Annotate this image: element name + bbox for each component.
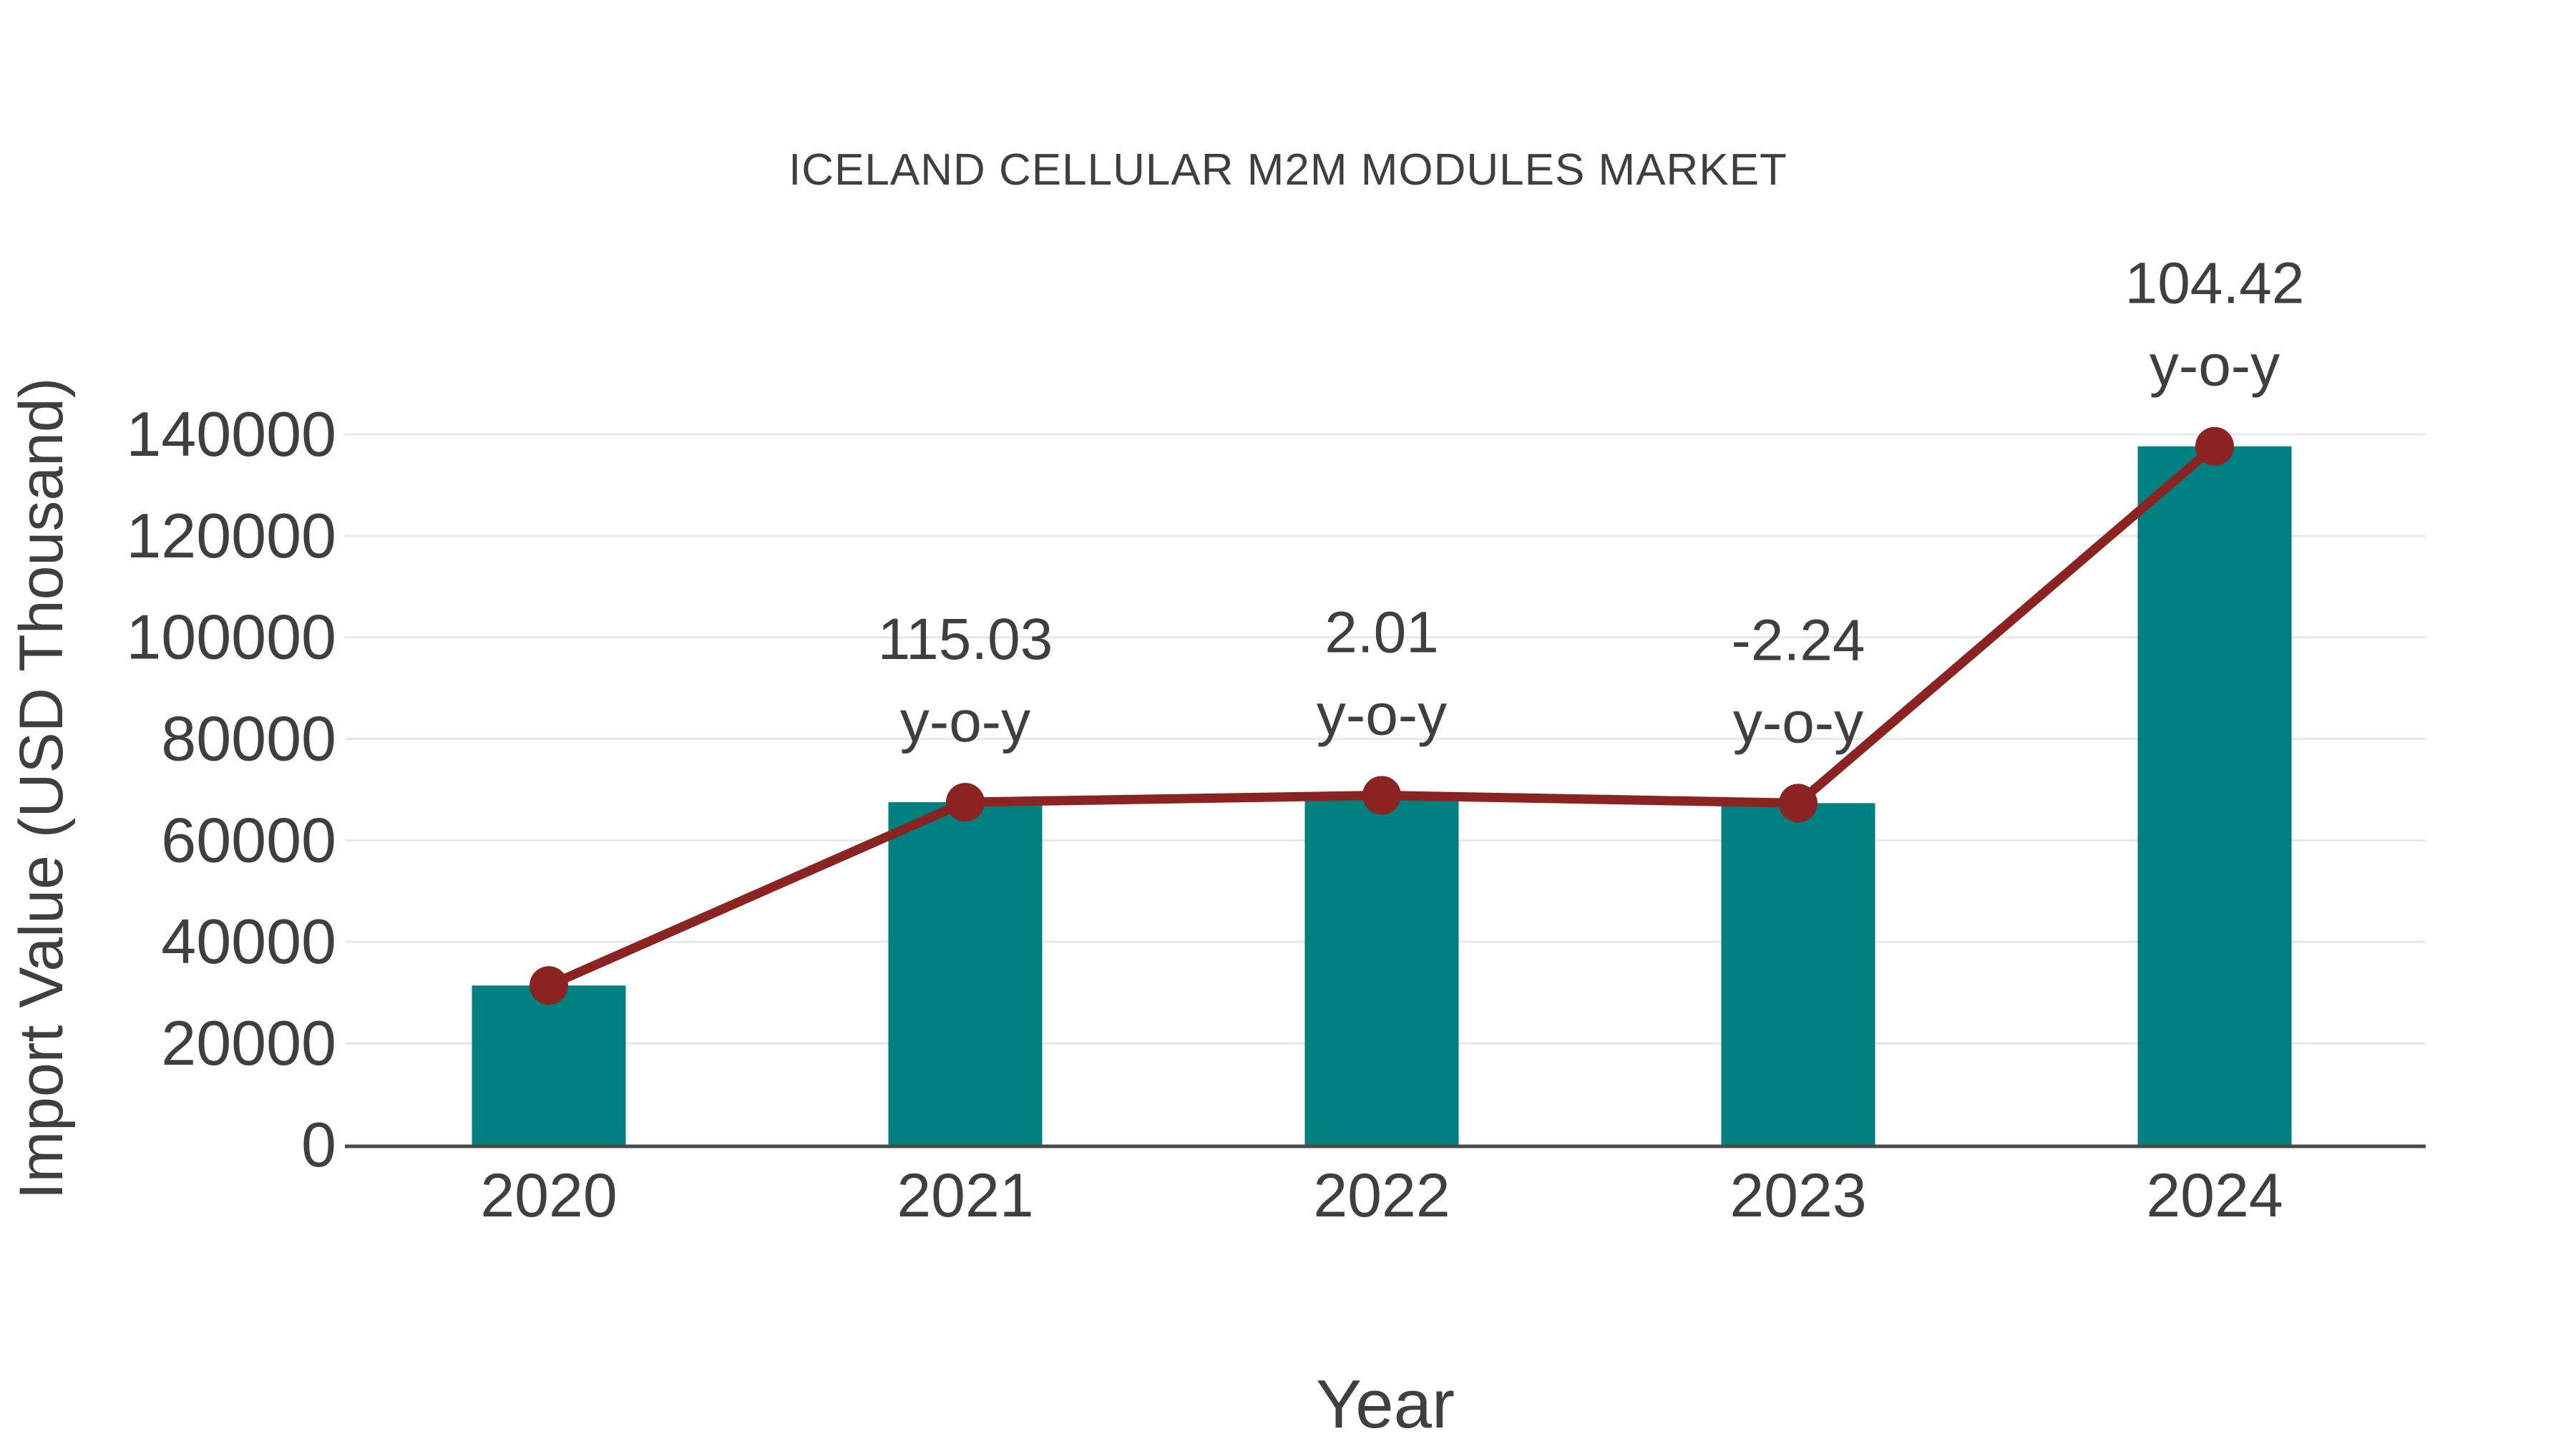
y-tick-label: 40000 [161,906,336,977]
y-tick-label: 140000 [126,399,336,469]
bar-2024 [2137,446,2292,1145]
yoy-value-label: 2.01 [1324,600,1439,665]
x-tick-label: 2020 [480,1161,617,1230]
y-tick-label: 20000 [161,1008,336,1078]
yoy-suffix-label: y-o-y [1317,682,1447,747]
y-tick-label: 100000 [126,602,336,673]
bar-2021 [888,802,1043,1145]
line-marker-2023 [1779,784,1818,823]
chart-title: ICELAND CELLULAR M2M MODULES MARKET [789,145,1787,195]
bar-2023 [1721,803,1875,1145]
y-tick-label: 0 [301,1109,336,1180]
x-tick-label: 2022 [1313,1161,1450,1230]
line-marker-2020 [530,966,568,1005]
yoy-suffix-label: y-o-y [900,689,1030,754]
y-tick-label: 120000 [126,500,336,571]
line-marker-2024 [2195,426,2234,466]
yoy-suffix-label: y-o-y [2150,333,2280,399]
line-marker-2022 [1362,776,1401,815]
yoy-value-label: -2.24 [1732,608,1865,673]
y-tick-label: 80000 [161,703,336,774]
bar-2020 [472,985,626,1145]
yoy-value-label: 115.03 [878,607,1053,672]
x-axis-title: Year [1316,1366,1455,1443]
line-marker-2021 [946,783,985,822]
bar-2022 [1304,795,1459,1145]
x-tick-label: 2024 [2146,1161,2283,1230]
yoy-value-label: 104.42 [2125,251,2305,316]
yoy-suffix-label: y-o-y [1733,690,1863,755]
x-tick-label: 2023 [1729,1161,1866,1230]
x-tick-label: 2021 [897,1161,1033,1230]
y-tick-label: 60000 [161,804,336,875]
